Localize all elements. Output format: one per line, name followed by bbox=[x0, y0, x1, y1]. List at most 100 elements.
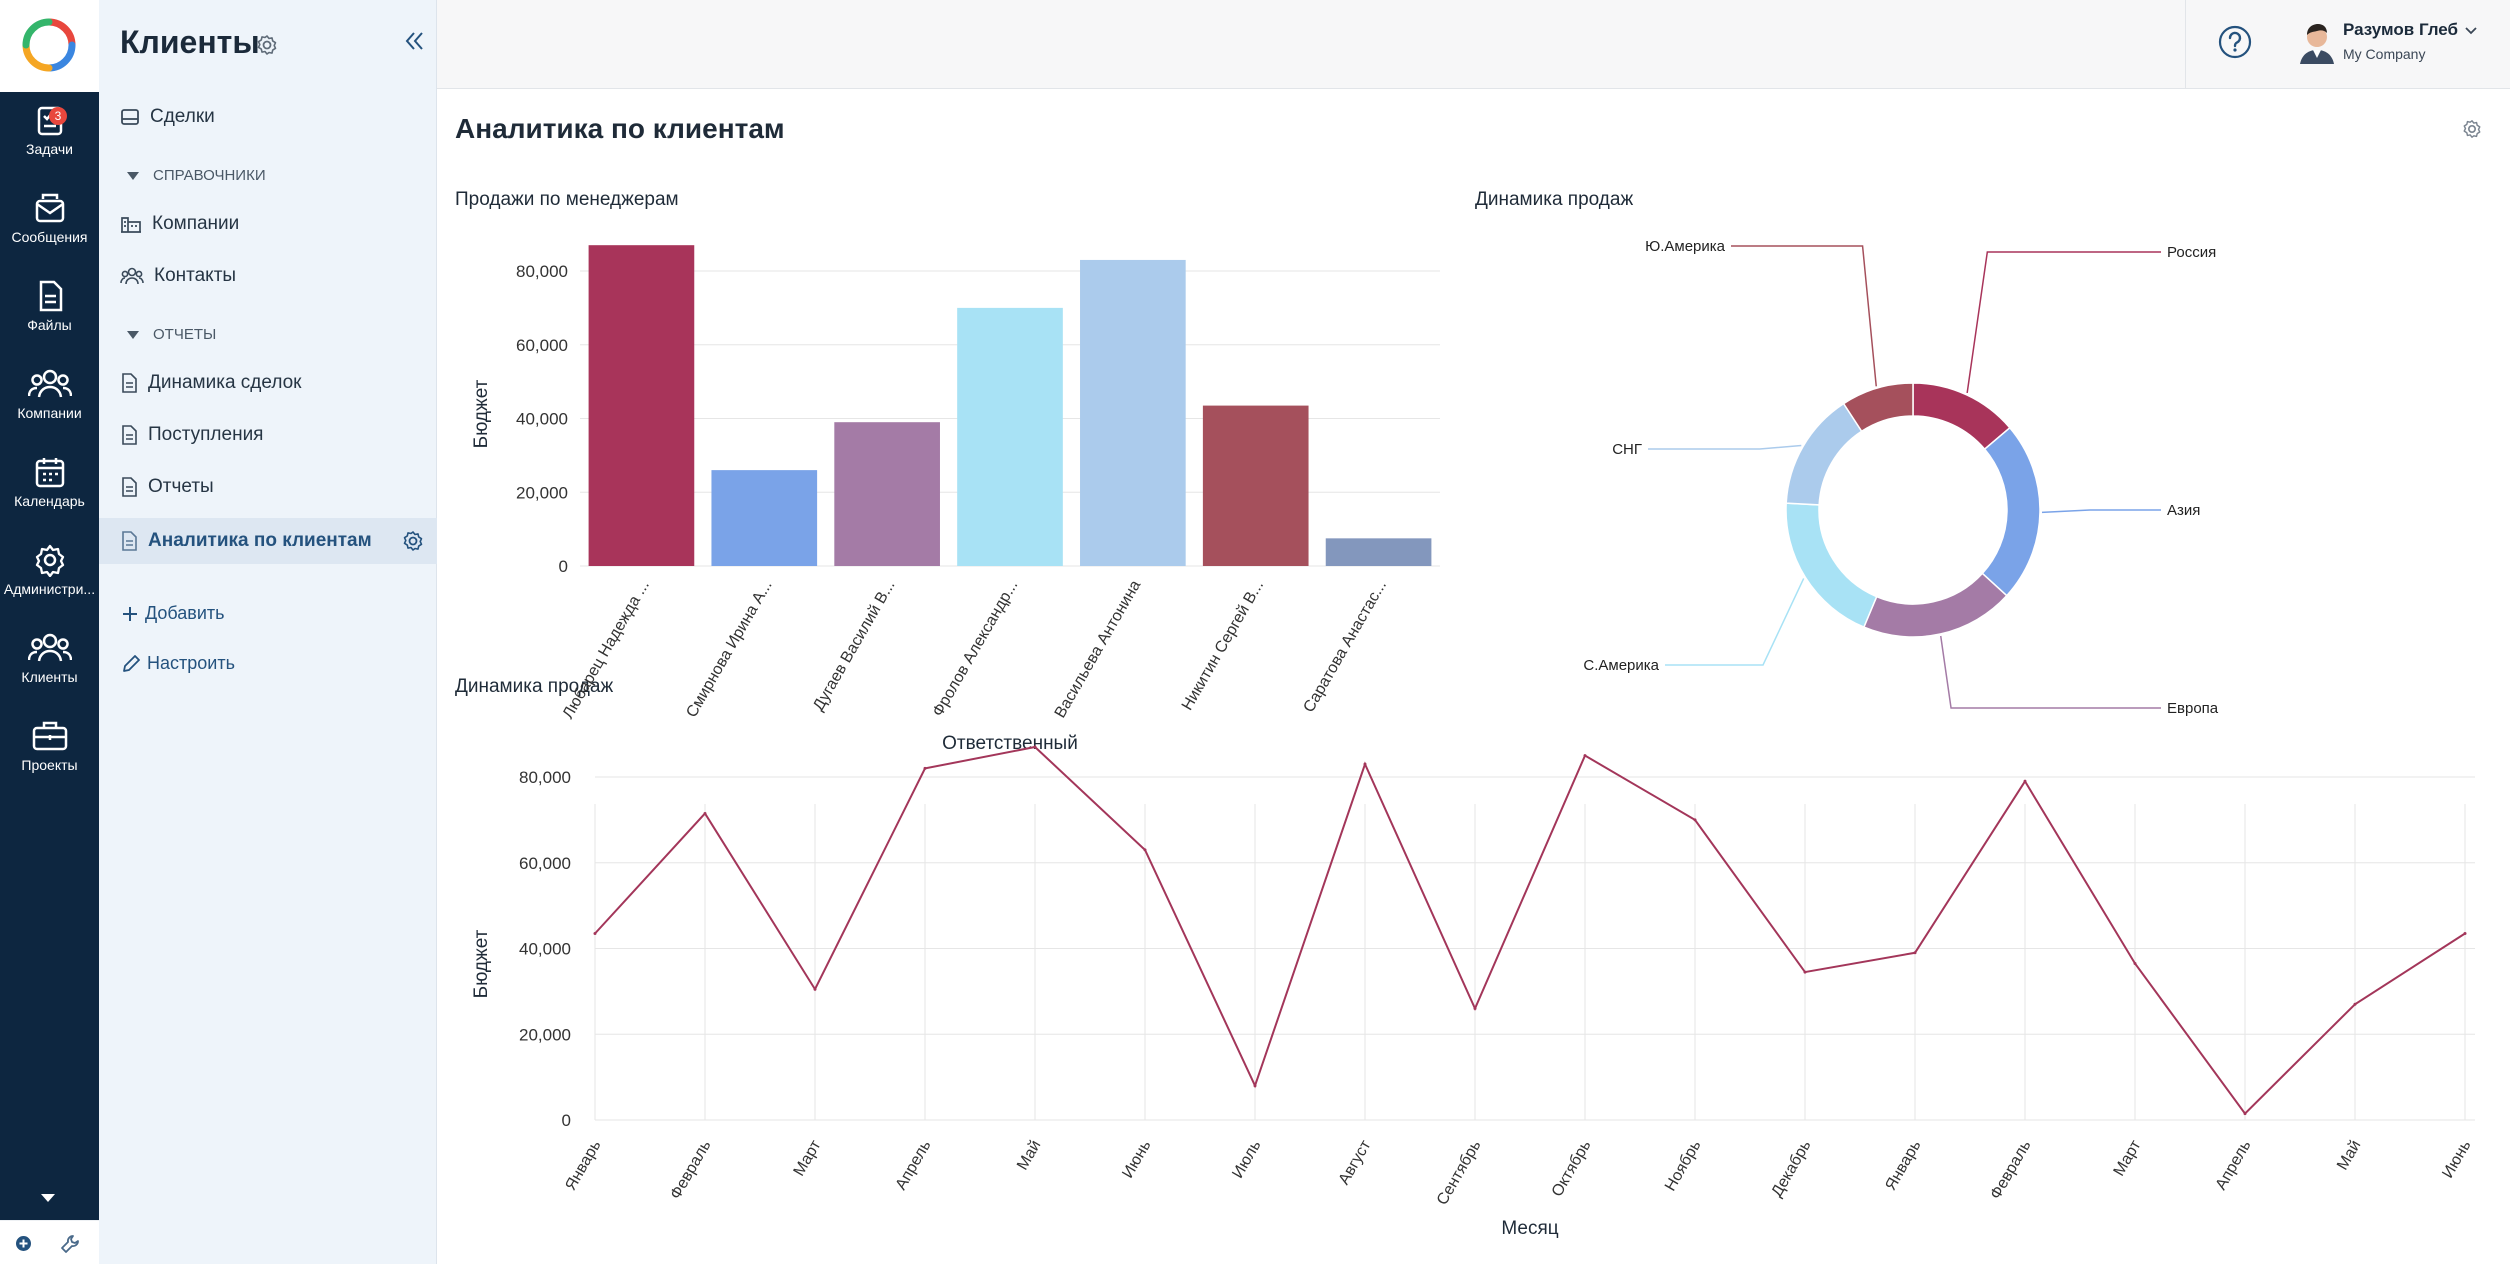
y-tick-label: 40,000 bbox=[516, 410, 568, 429]
line-chart: 0 20,000 40,000 60,000 80,000 Январь Февраль Ма… bbox=[471, 745, 2475, 1239]
bar bbox=[1080, 259, 1186, 566]
rail-item-admin[interactable]: Администри... bbox=[0, 537, 99, 617]
contacts-icon bbox=[120, 267, 144, 285]
add-circle-icon[interactable] bbox=[15, 1235, 32, 1252]
bar-chart-title: Продажи по менеджерам bbox=[455, 189, 679, 210]
projects-icon bbox=[32, 721, 67, 751]
x-tick-label: Июль bbox=[1229, 1138, 1264, 1182]
rail-item-clients[interactable]: Клиенты bbox=[0, 625, 99, 705]
tasks-badge: 3 bbox=[49, 107, 67, 125]
rail-bottom bbox=[0, 1220, 99, 1264]
chevron-down-icon[interactable] bbox=[2464, 26, 2478, 36]
page-settings-icon[interactable] bbox=[2462, 119, 2482, 139]
collapse-sidebar-icon[interactable] bbox=[404, 30, 424, 52]
sidebar-section-refs[interactable]: Справочники bbox=[127, 167, 266, 184]
rail-item-calendar[interactable]: Календарь bbox=[0, 449, 99, 529]
main-content: Аналитика по клиентам Продажи по менедже… bbox=[437, 89, 2510, 1264]
rail-expand-icon[interactable] bbox=[39, 1192, 57, 1204]
x-tick-label: Апрель bbox=[893, 1138, 935, 1194]
bar bbox=[1325, 538, 1432, 566]
donut-chart: Россия Азия Европа С.Америка СНГ Ю.Америка bbox=[1583, 238, 2218, 717]
rail-label: Сообщения bbox=[11, 229, 88, 245]
calendar-icon bbox=[35, 458, 64, 488]
sidebar-item-reports[interactable]: Отчеты bbox=[113, 466, 423, 508]
sidebar-item-companies[interactable]: Компании bbox=[113, 203, 423, 245]
x-tick-label: Май bbox=[1014, 1138, 1044, 1174]
admin-gear-icon bbox=[35, 544, 64, 577]
y-tick-label: 0 bbox=[562, 1111, 571, 1130]
leader-line bbox=[1731, 245, 1877, 387]
add-item-link[interactable]: Добавить bbox=[121, 603, 225, 624]
rail-label: Администри... bbox=[3, 581, 96, 597]
x-axis-label: Ответственный bbox=[942, 733, 1078, 754]
y-tick-label: 80,000 bbox=[516, 262, 568, 281]
data-point bbox=[1913, 951, 1917, 955]
data-point bbox=[2243, 1112, 2247, 1116]
sidebar-item-receipts[interactable]: Поступления bbox=[113, 414, 423, 456]
plus-icon bbox=[123, 606, 137, 621]
rail-item-files[interactable]: Файлы bbox=[0, 273, 99, 353]
pencil-icon bbox=[123, 654, 140, 672]
donut-slice bbox=[1981, 426, 2041, 597]
logo-icon bbox=[22, 18, 76, 72]
sidebar-item-deals[interactable]: Сделки bbox=[113, 96, 423, 138]
avatar[interactable] bbox=[2297, 22, 2337, 64]
donut-slice bbox=[1862, 572, 2008, 638]
x-tick-label: Май bbox=[2334, 1138, 2364, 1174]
leader-line bbox=[1665, 578, 1805, 666]
data-point bbox=[2353, 1002, 2357, 1006]
bar bbox=[711, 470, 818, 566]
data-point bbox=[1033, 745, 1037, 749]
slice-label: Ю.Америка bbox=[1645, 238, 1726, 255]
rail-item-messages[interactable]: Сообщения bbox=[0, 185, 99, 265]
x-tick-label: Октябрь bbox=[1549, 1138, 1595, 1200]
bar bbox=[834, 422, 940, 566]
rail-item-companies[interactable]: Компании bbox=[0, 361, 99, 441]
donut-slice bbox=[1785, 502, 1878, 629]
sidebar-item-contacts[interactable]: Контакты bbox=[113, 255, 423, 297]
app-logo[interactable] bbox=[0, 0, 99, 92]
y-tick-label: 20,000 bbox=[519, 1025, 571, 1044]
x-tick-label: Ноябрь bbox=[1662, 1138, 1704, 1195]
slice-label: Россия bbox=[2167, 244, 2216, 261]
x-tick-label: Никитин Сергей В... bbox=[1179, 578, 1267, 714]
wrench-icon[interactable] bbox=[59, 1233, 81, 1255]
x-tick-label: Сентябрь bbox=[1434, 1138, 1485, 1209]
leader-line bbox=[2041, 509, 2161, 514]
section-collapse-icon bbox=[127, 330, 139, 339]
help-icon[interactable] bbox=[2218, 25, 2252, 59]
y-axis-label: Бюджет bbox=[471, 379, 492, 448]
rail-label: Календарь bbox=[14, 493, 85, 509]
clients-icon bbox=[27, 633, 72, 662]
data-point bbox=[1363, 762, 1367, 766]
rail-item-tasks[interactable]: 3 Задачи bbox=[0, 97, 99, 177]
sidebar-item-client-analytics[interactable]: Аналитика по клиентам bbox=[99, 518, 437, 564]
app-rail: 3 Задачи Сообщения Файлы Компании Календ… bbox=[0, 0, 99, 1264]
x-tick-label: Январь bbox=[1882, 1138, 1924, 1194]
sidebar-section-reports[interactable]: Отчеты bbox=[127, 326, 216, 343]
rail-label: Клиенты bbox=[21, 669, 78, 685]
data-point bbox=[813, 987, 817, 991]
rail-item-projects[interactable]: Проекты bbox=[0, 713, 99, 793]
x-tick-label: Апрель bbox=[2213, 1138, 2255, 1194]
x-tick-label: Саратова Анастас... bbox=[1301, 578, 1391, 716]
messages-icon bbox=[35, 193, 64, 223]
item-settings-icon[interactable] bbox=[402, 530, 424, 552]
files-icon bbox=[39, 280, 62, 312]
rail-label: Проекты bbox=[21, 757, 78, 773]
report-doc-icon bbox=[122, 373, 137, 393]
deals-icon bbox=[121, 109, 139, 125]
y-tick-label: 60,000 bbox=[516, 336, 568, 355]
sidebar-item-deal-dynamics[interactable]: Динамика сделок bbox=[113, 362, 423, 404]
rail-label: Файлы bbox=[27, 317, 72, 333]
report-doc-icon bbox=[122, 477, 137, 497]
user-company: My Company bbox=[2343, 46, 2426, 62]
slice-label: СНГ bbox=[1612, 441, 1642, 458]
report-doc-icon bbox=[122, 531, 137, 551]
configure-link[interactable]: Настроить bbox=[121, 653, 235, 674]
top-bar: Разумов Глеб My Company bbox=[437, 0, 2510, 89]
section-settings-icon[interactable] bbox=[256, 34, 278, 56]
section-title: Клиенты bbox=[120, 24, 260, 60]
user-name[interactable]: Разумов Глеб bbox=[2343, 20, 2459, 39]
